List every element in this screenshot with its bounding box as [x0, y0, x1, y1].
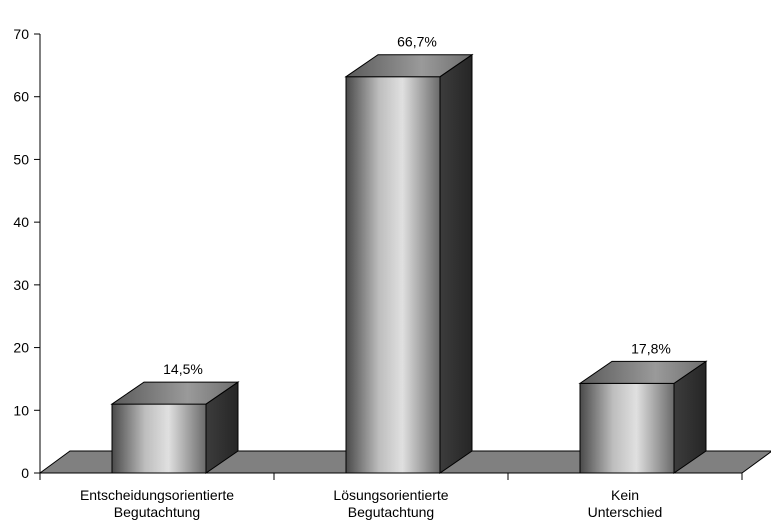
bar-front: [111, 403, 207, 474]
x-tick-label: Unterschied: [588, 504, 663, 520]
y-tick-label: 30: [13, 277, 29, 293]
x-tick-label: Entscheidungsorientierte: [80, 487, 234, 503]
bar-top: [344, 54, 474, 78]
bar-side: [439, 53, 473, 474]
y-tick-label: 50: [13, 151, 29, 167]
x-tick-label: Lösungsorientierte: [333, 487, 448, 503]
bar: [344, 53, 474, 474]
y-tick-label: 40: [13, 214, 29, 230]
data-label: 17,8%: [631, 340, 671, 356]
y-tick-label: 0: [21, 465, 29, 481]
y-tick-label: 10: [13, 402, 29, 418]
y-tick-label: 70: [13, 26, 29, 42]
bar-front: [345, 76, 441, 474]
x-tick-label: Kein: [611, 487, 639, 503]
x-tick-label: Begutachtung: [114, 504, 200, 520]
data-label: 66,7%: [397, 34, 437, 50]
data-label: 14,5%: [163, 361, 203, 377]
x-tick-label: Begutachtung: [348, 504, 434, 520]
bar-front: [579, 382, 675, 474]
y-tick-label: 60: [13, 89, 29, 105]
bar: [578, 360, 708, 474]
y-tick-label: 20: [13, 340, 29, 356]
bar-top: [578, 360, 708, 384]
bar-top: [110, 381, 240, 405]
bar: [110, 381, 240, 474]
